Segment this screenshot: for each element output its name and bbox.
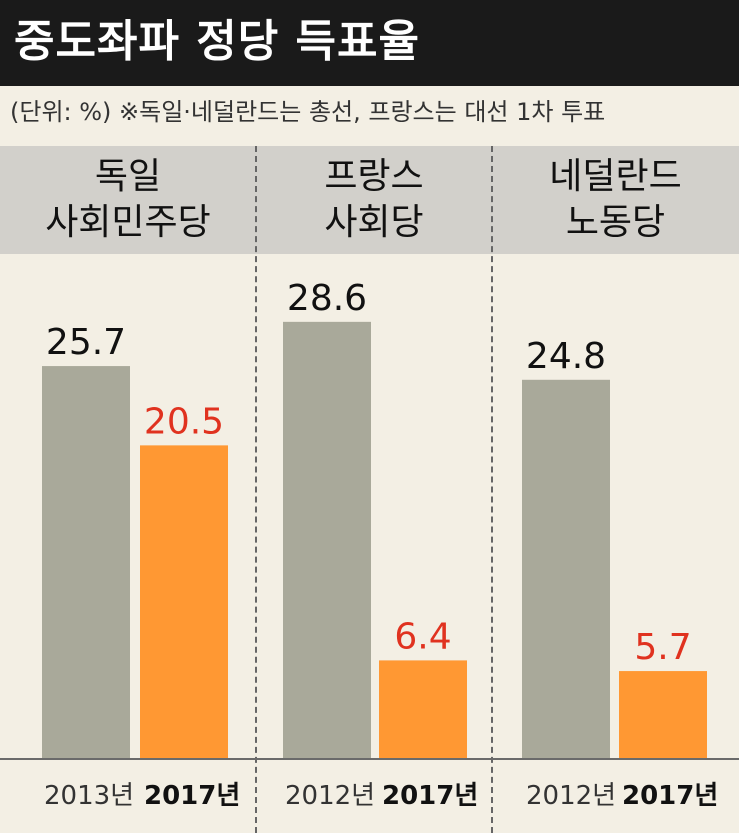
year-label: 2013년 xyxy=(44,781,135,811)
bar-recent xyxy=(379,660,467,758)
group-name-line: 사회당 xyxy=(324,202,424,243)
bar-value-label: 20.5 xyxy=(144,401,224,442)
group-header-netherlands: 네덜란드 노동당 xyxy=(492,146,739,254)
group-header-band xyxy=(0,146,739,254)
bar-past xyxy=(42,366,130,758)
group-name-line: 네덜란드 xyxy=(549,156,682,197)
unit-note: (단위: %) ※독일·네덜란드는 총선, 프랑스는 대선 1차 투표 xyxy=(10,98,606,126)
group-name-line: 사회민주당 xyxy=(45,202,211,243)
year-label: 2017년 xyxy=(144,781,241,811)
group-name-line: 독일 xyxy=(94,156,162,197)
title-bar: 중도좌파 정당 득표율 xyxy=(0,0,739,86)
bar-value-label: 24.8 xyxy=(526,336,606,377)
year-label: 2012년 xyxy=(526,781,617,811)
x-axis-baseline xyxy=(0,758,739,760)
group-divider xyxy=(491,146,493,833)
group-header-germany: 독일 사회민주당 xyxy=(0,146,256,254)
group-header-france: 프랑스 사회당 xyxy=(256,146,492,254)
group-name-line: 프랑스 xyxy=(324,156,424,197)
group-name-line: 노동당 xyxy=(565,202,666,243)
bar-recent xyxy=(619,671,707,758)
bar-value-label: 25.7 xyxy=(46,322,126,363)
year-label: 2012년 xyxy=(285,781,376,811)
bar-past xyxy=(283,321,371,758)
chart-title: 중도좌파 정당 득표율 xyxy=(14,16,420,67)
year-label: 2017년 xyxy=(622,781,719,811)
bar-recent xyxy=(140,445,228,758)
bar-value-label: 6.4 xyxy=(394,616,451,657)
bar-past xyxy=(522,379,610,758)
group-divider xyxy=(255,146,257,833)
bar-value-label: 5.7 xyxy=(634,627,691,668)
year-label: 2017년 xyxy=(382,781,479,811)
bar-value-label: 28.6 xyxy=(287,278,367,319)
